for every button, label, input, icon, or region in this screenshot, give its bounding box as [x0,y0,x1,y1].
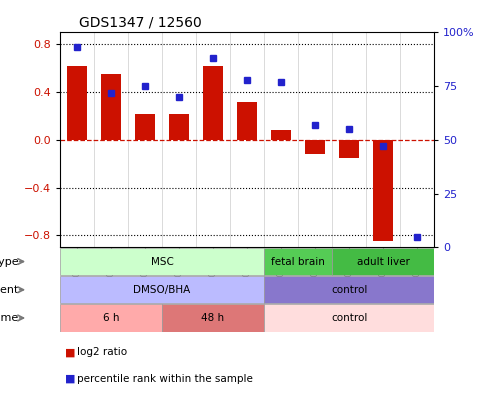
Text: log2 ratio: log2 ratio [77,347,127,357]
Bar [264,305,434,332]
Bar [264,248,332,275]
Bar [60,305,162,332]
Text: agent: agent [0,285,18,295]
Bar [101,74,121,140]
Text: fetal brain: fetal brain [271,256,325,266]
Bar [339,140,359,158]
Bar [237,102,257,140]
Bar [271,130,291,140]
Bar [373,140,393,241]
Text: DMSO/BHA: DMSO/BHA [133,285,191,295]
Text: cell type: cell type [0,256,18,266]
Text: 6 h: 6 h [103,313,119,323]
Text: adult liver: adult liver [357,256,410,266]
Bar [332,248,434,275]
Bar [203,66,223,140]
Bar [60,248,264,275]
Bar [162,305,264,332]
Text: 48 h: 48 h [202,313,225,323]
Text: time: time [0,313,18,323]
Text: MSC: MSC [151,256,173,266]
Bar [67,66,87,140]
Bar [264,276,434,303]
Bar [305,140,325,154]
Text: control: control [331,313,367,323]
Text: ■: ■ [65,347,75,357]
Text: GDS1347 / 12560: GDS1347 / 12560 [79,16,201,30]
Text: ■: ■ [65,374,75,384]
Text: percentile rank within the sample: percentile rank within the sample [77,374,253,384]
Bar [169,114,189,140]
Bar [60,276,264,303]
Text: control: control [331,285,367,295]
Bar [135,114,155,140]
